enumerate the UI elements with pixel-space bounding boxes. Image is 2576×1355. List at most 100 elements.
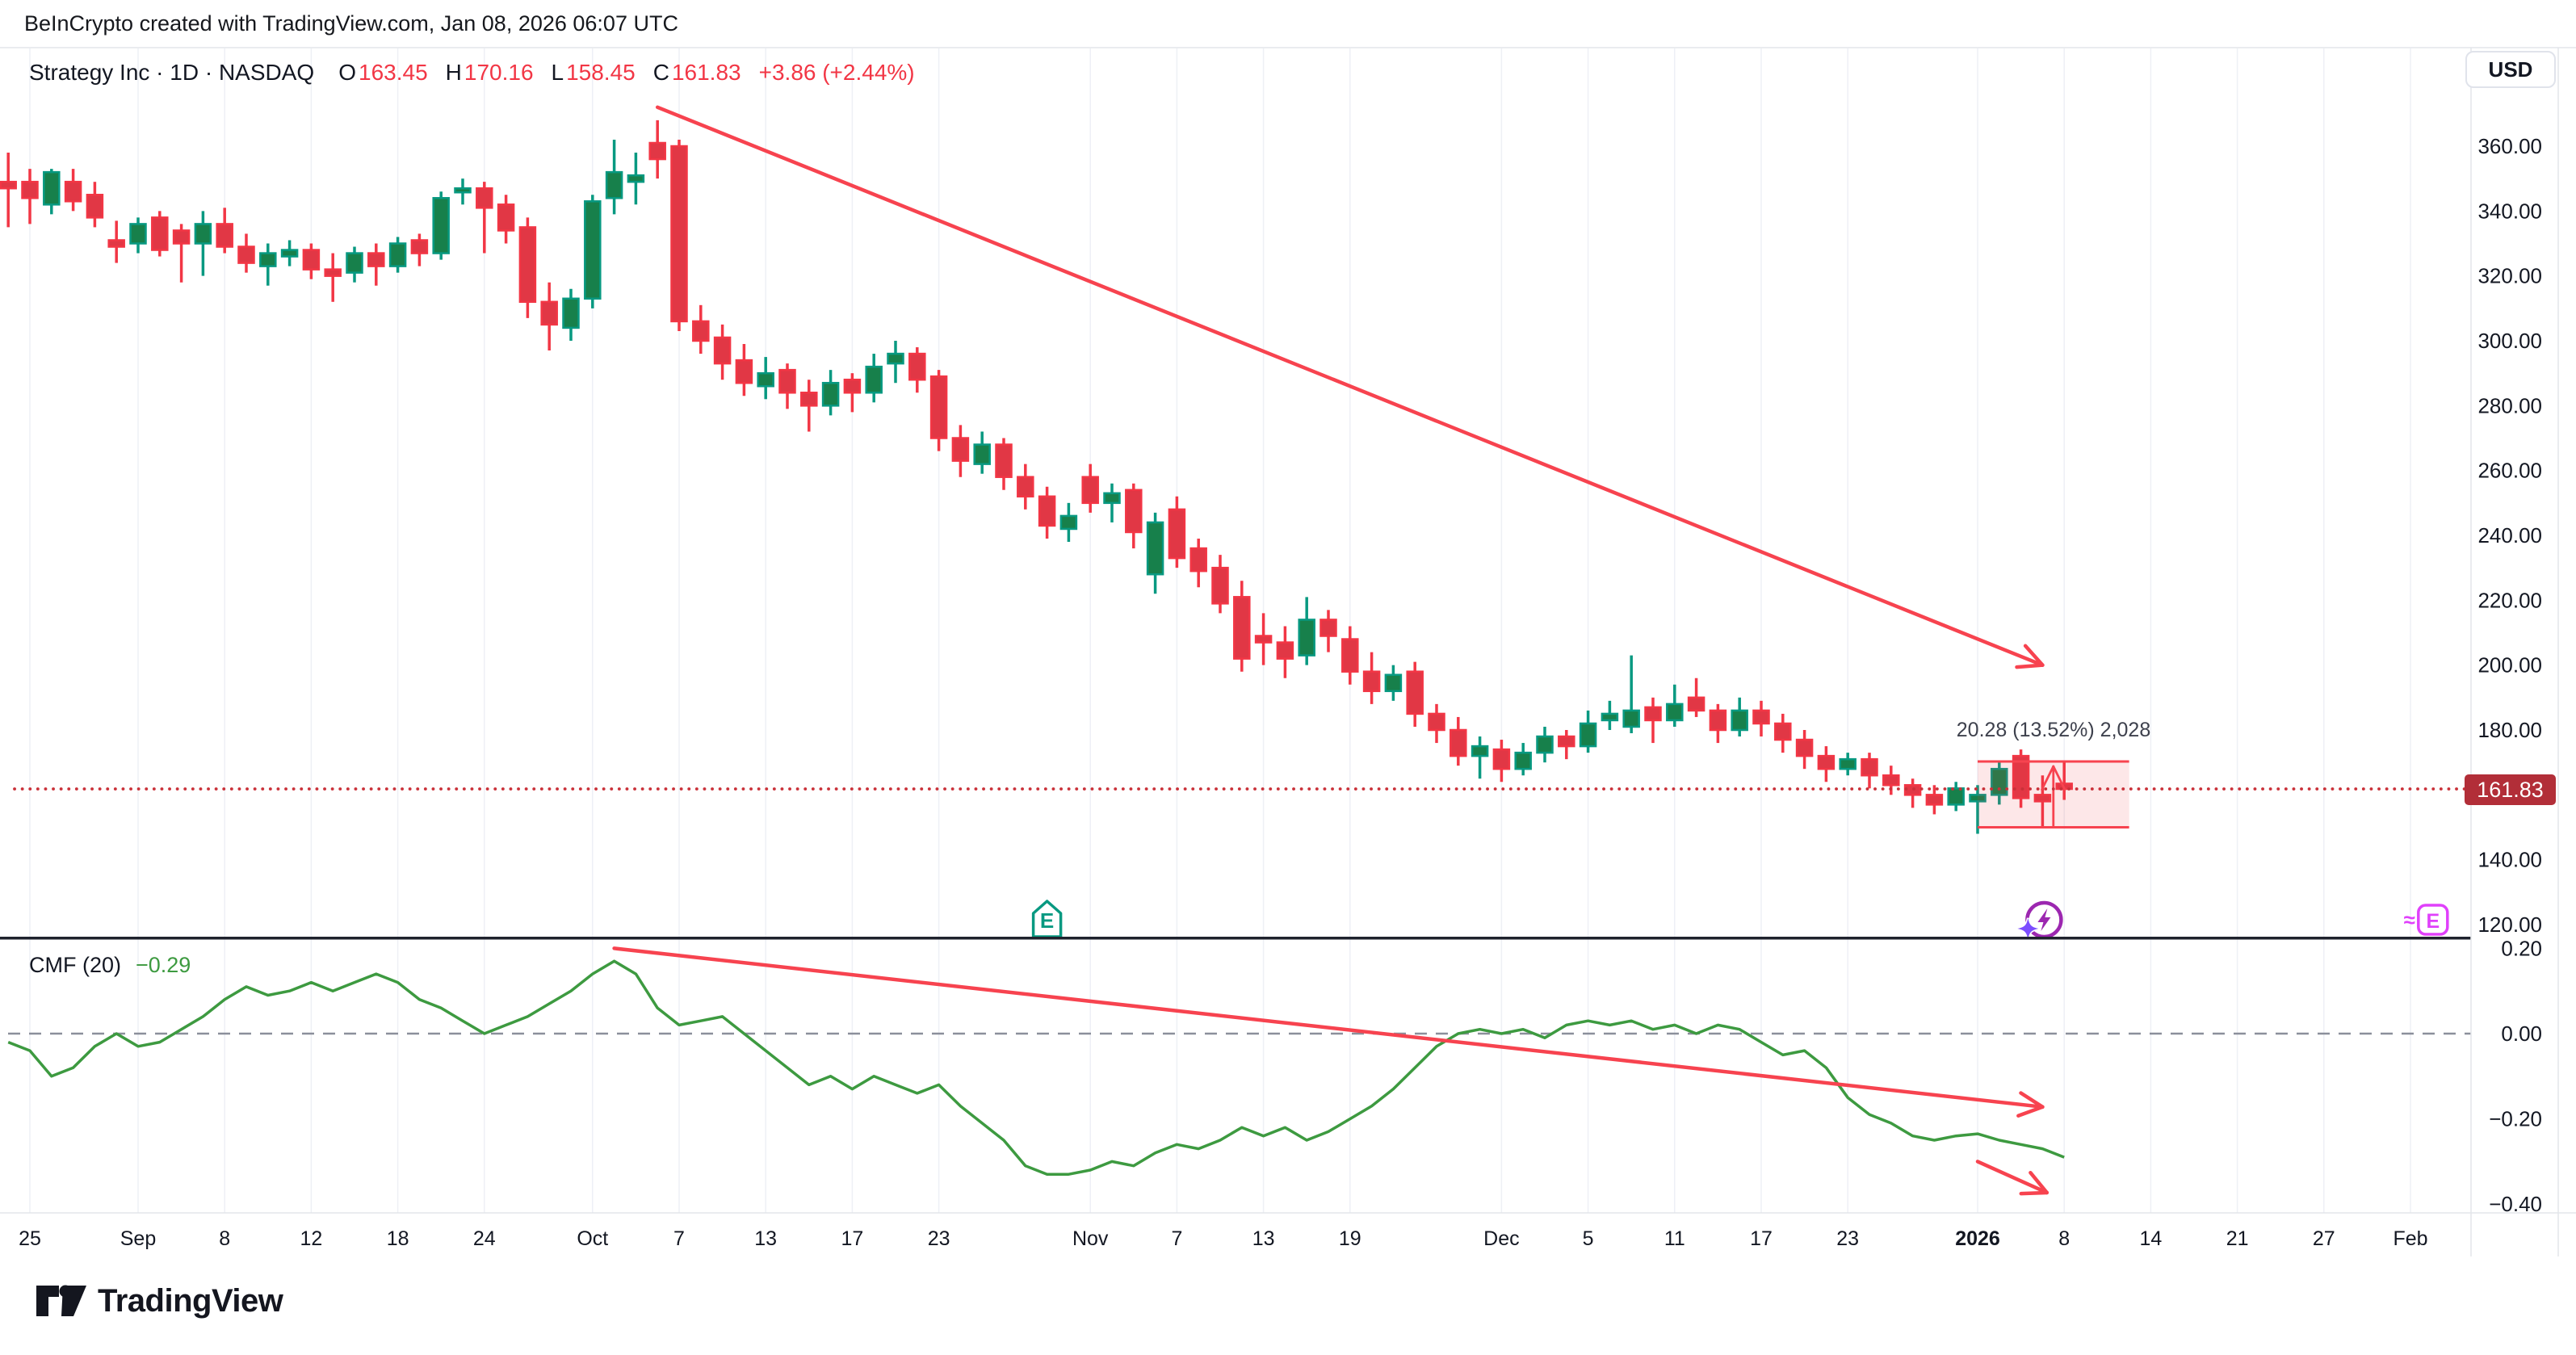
time-tick: 17 xyxy=(841,1227,863,1250)
price-range-tool[interactable] xyxy=(1978,760,2129,829)
candle xyxy=(1903,784,1922,796)
time-tick: 5 xyxy=(1583,1227,1594,1250)
price-tick: 280.00 xyxy=(2477,393,2542,417)
candle xyxy=(1276,641,1294,660)
candle xyxy=(1991,767,2008,796)
candle xyxy=(584,200,602,300)
tradingview-logo[interactable]: TradingView xyxy=(36,1282,283,1319)
time-tick: 24 xyxy=(473,1227,496,1250)
time-tick: 19 xyxy=(1339,1227,1361,1250)
candle xyxy=(821,381,840,407)
candle xyxy=(410,239,429,254)
candle xyxy=(735,359,753,384)
cmf-indicator-title[interactable]: CMF (20) xyxy=(29,953,121,977)
downtrend-arrow[interactable] xyxy=(655,105,2045,669)
currency-button[interactable]: USD xyxy=(2465,51,2556,88)
time-tick: 7 xyxy=(1171,1227,1182,1250)
candle xyxy=(605,170,623,199)
time-tick: 11 xyxy=(1664,1227,1685,1250)
price-change: +3.86 (+2.44%) xyxy=(758,60,915,85)
price-scale[interactable]: 360.00 340.00 320.00 300.00 280.00 260.00 240.… xyxy=(2477,134,2542,1216)
ohlc-high: H 170.16 xyxy=(445,60,534,85)
candle xyxy=(1666,703,1684,722)
candle xyxy=(1428,712,1445,732)
price-tick: 140.00 xyxy=(2477,848,2542,872)
candle xyxy=(0,180,17,190)
candle xyxy=(1125,489,1143,534)
time-tick: 12 xyxy=(300,1227,322,1250)
candle xyxy=(951,437,970,462)
time-tick: 13 xyxy=(754,1227,777,1250)
earnings-estimate-icon[interactable]: E≈ xyxy=(2404,904,2449,936)
time-tick: 23 xyxy=(1836,1227,1859,1250)
candle xyxy=(1795,738,1814,757)
candle xyxy=(973,443,991,465)
symbol-title[interactable]: Strategy Inc · 1D · NASDAQ xyxy=(29,60,315,85)
candle xyxy=(1601,712,1619,722)
candle xyxy=(216,223,233,248)
candle xyxy=(518,226,537,304)
candle xyxy=(1514,751,1532,770)
candle xyxy=(259,252,277,267)
cmf-pane xyxy=(7,946,2471,1196)
candle xyxy=(908,352,926,381)
candle xyxy=(1038,495,1056,527)
candle xyxy=(1882,774,1900,787)
candle xyxy=(1384,673,1403,693)
candle xyxy=(995,443,1013,478)
candle xyxy=(670,145,688,323)
price-tick: 260.00 xyxy=(2477,459,2542,483)
time-tick: 2026 xyxy=(1955,1227,2000,1250)
candle xyxy=(129,223,147,245)
symbol-legend: Strategy Inc · 1D · NASDAQ O 163.45 H 170.… xyxy=(29,57,915,89)
ohlc-open: O 163.45 xyxy=(338,60,428,85)
candle xyxy=(302,249,321,271)
time-scale[interactable]: 25 Sep 8 12 18 24 Oct 7 13 17 23 Nov 7 13 19 Dec 5 11 17 23… xyxy=(19,1227,2427,1250)
price-tick: 340.00 xyxy=(2477,199,2542,223)
cmf-tick: 0.20 xyxy=(2501,936,2542,960)
candle xyxy=(454,187,472,194)
candle xyxy=(1017,476,1034,498)
cmf-indicator-value: −0.29 xyxy=(136,953,191,977)
time-tick: 21 xyxy=(2226,1227,2249,1250)
earnings-icon[interactable]: E xyxy=(1031,900,1063,938)
candle xyxy=(1861,757,1878,777)
price-tick: 180.00 xyxy=(2477,718,2542,742)
candle xyxy=(151,216,169,251)
candle xyxy=(929,375,948,439)
candle xyxy=(1644,706,1662,722)
candle xyxy=(21,180,39,199)
candle xyxy=(1319,619,1337,637)
candle xyxy=(713,336,732,365)
candle xyxy=(1341,638,1359,673)
price-tick: 220.00 xyxy=(2477,588,2542,612)
price-tick: 240.00 xyxy=(2477,523,2542,547)
candle xyxy=(1298,619,1315,657)
cmf-indicator-legend: CMF (20) −0.29 xyxy=(29,953,191,978)
candle xyxy=(1687,696,1705,712)
candle xyxy=(1558,735,1575,748)
timeline-markers: E E≈ xyxy=(1031,900,2449,940)
candle xyxy=(843,378,862,394)
price-pane xyxy=(0,105,2471,834)
candle xyxy=(107,239,125,248)
time-tick: Sep xyxy=(120,1227,156,1250)
candle xyxy=(757,371,774,388)
candle xyxy=(1579,722,1597,748)
candle xyxy=(1622,709,1640,728)
ai-flash-icon[interactable] xyxy=(2017,900,2063,940)
price-tick: 360.00 xyxy=(2477,134,2542,158)
candle xyxy=(2012,754,2030,799)
price-tick: 120.00 xyxy=(2477,912,2542,937)
svg-text:E: E xyxy=(2426,910,2440,933)
candle xyxy=(237,245,255,264)
candle xyxy=(172,229,191,245)
candle xyxy=(1774,722,1792,741)
tradingview-logo-icon xyxy=(36,1285,86,1316)
candle xyxy=(1536,735,1554,754)
time-tick: 23 xyxy=(928,1227,950,1250)
candlestick-series xyxy=(0,120,2073,834)
candle xyxy=(627,174,645,183)
cmf-trend-arrows[interactable] xyxy=(612,946,2049,1196)
